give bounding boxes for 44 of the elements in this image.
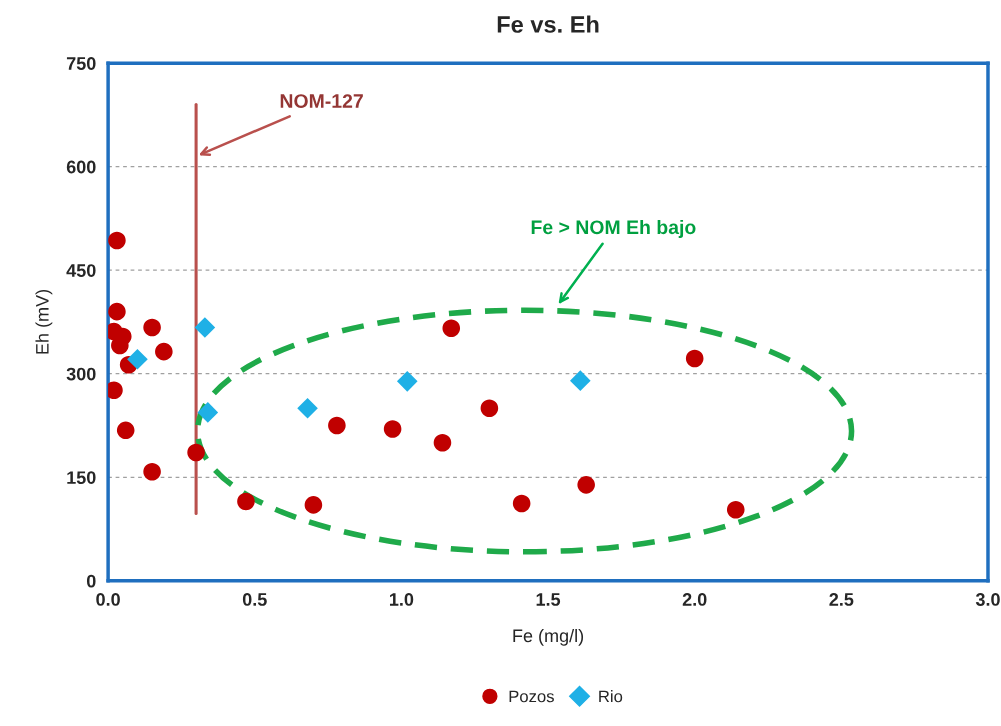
point <box>127 348 148 370</box>
point <box>143 462 161 481</box>
point <box>187 443 205 462</box>
y-tick-label: 150 <box>67 471 96 484</box>
x-tick-label: 2.5 <box>829 593 854 606</box>
point <box>108 231 126 250</box>
x-tick-label: 1.5 <box>536 593 561 606</box>
point <box>155 342 173 361</box>
legend-label: Pozos <box>509 690 554 703</box>
point <box>480 399 499 418</box>
ref-line-label: NOM-127 <box>280 94 363 108</box>
point <box>197 402 219 423</box>
point <box>570 370 591 391</box>
point <box>328 416 346 435</box>
x-axis-title: Fe (mg/l) <box>513 628 584 646</box>
point <box>383 420 402 438</box>
point <box>577 476 595 494</box>
chart-title: Fe vs. Eh <box>497 15 599 33</box>
point <box>194 317 216 338</box>
point <box>685 349 704 368</box>
point <box>116 421 135 440</box>
point <box>297 397 318 419</box>
point <box>442 319 461 337</box>
point <box>108 302 126 321</box>
point <box>433 433 452 452</box>
y-tick-label: 300 <box>66 367 96 381</box>
point <box>512 494 531 513</box>
x-tick-label: 2.0 <box>682 593 707 606</box>
legend-label: Rio <box>599 690 623 703</box>
y-tick-label: 600 <box>66 160 96 174</box>
point <box>726 500 745 519</box>
y-tick-label: 450 <box>66 264 96 277</box>
y-tick-label: 0 <box>86 574 96 588</box>
point <box>304 496 323 514</box>
point <box>143 318 161 337</box>
x-tick-label: 1.0 <box>389 593 414 606</box>
x-tick-label: 0.0 <box>96 593 120 606</box>
y-axis-title: Eh (mV) <box>35 290 53 354</box>
y-tick-label: 750 <box>66 57 96 70</box>
point <box>237 492 255 511</box>
x-tick-label: 3.0 <box>975 593 1000 606</box>
annotation: Fe > NOM Eh bajo <box>531 219 696 239</box>
x-tick-label: 0.5 <box>242 593 267 606</box>
point <box>396 371 418 392</box>
